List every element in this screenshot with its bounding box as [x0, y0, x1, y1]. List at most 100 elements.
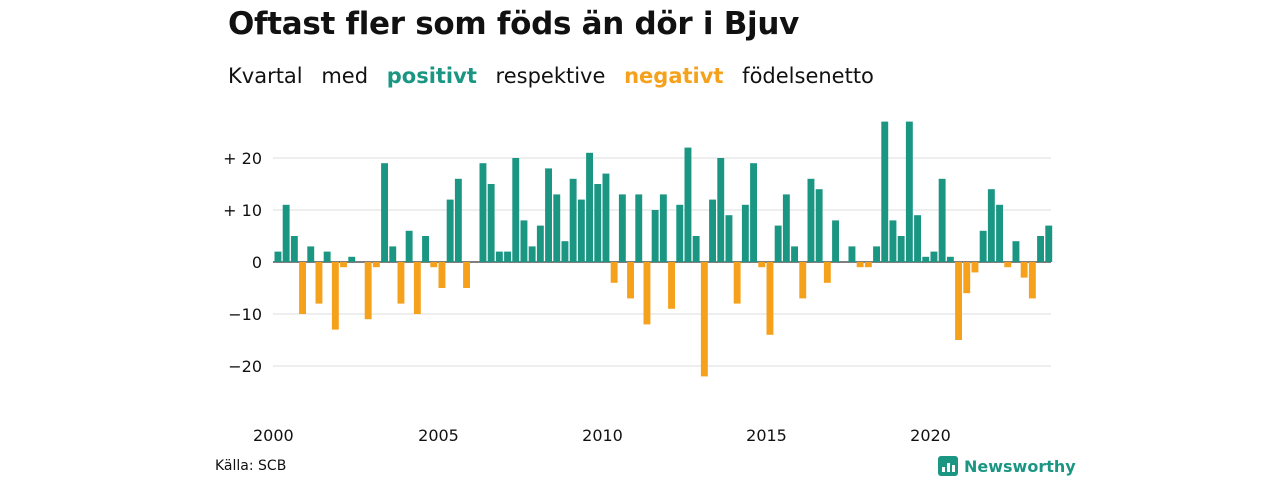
- bar: [700, 262, 708, 377]
- bar: [905, 121, 913, 262]
- bars: [274, 121, 1053, 377]
- bar: [897, 236, 905, 262]
- newsworthy-icon: [938, 456, 958, 476]
- bar: [889, 220, 897, 262]
- bar: [340, 262, 347, 268]
- y-tick-label: + 10: [223, 201, 262, 220]
- bar: [602, 173, 610, 262]
- bar: [405, 230, 413, 262]
- bar: [397, 262, 405, 304]
- bar: [422, 236, 429, 262]
- bar: [922, 256, 930, 262]
- bar: [536, 225, 544, 262]
- y-tick-label: 0: [252, 253, 262, 272]
- x-tick-label: 2015: [746, 426, 787, 445]
- bar: [504, 251, 511, 262]
- bar: [348, 256, 356, 262]
- bar: [733, 262, 741, 304]
- bar: [914, 215, 921, 262]
- bar: [930, 251, 938, 262]
- bar: [946, 256, 954, 262]
- bar: [381, 163, 388, 262]
- bar: [971, 262, 979, 273]
- bar: [1012, 241, 1020, 262]
- bar: [299, 262, 306, 314]
- bar: [659, 194, 667, 262]
- bar: [676, 204, 684, 262]
- y-tick-label: −20: [228, 357, 262, 376]
- bar: [372, 262, 380, 268]
- bar: [323, 251, 331, 262]
- bar: [815, 189, 823, 262]
- bar: [553, 194, 561, 262]
- bar: [807, 178, 815, 262]
- bar: [528, 246, 536, 262]
- x-axis-labels: 2000 2005 2010 2015 2020: [253, 426, 951, 445]
- source-note: Källa: SCB: [215, 458, 287, 474]
- brand-logo: Newsworthy: [938, 456, 1076, 476]
- bar: [996, 204, 1003, 262]
- bar: [938, 178, 946, 262]
- bar: [446, 199, 454, 262]
- bar: [651, 210, 659, 262]
- bar: [758, 262, 766, 268]
- bar: [331, 262, 339, 330]
- bar: [741, 204, 749, 262]
- bar: [823, 262, 831, 283]
- bar: [463, 262, 470, 288]
- subtitle-part-3: respektive: [495, 64, 606, 88]
- bar: [832, 220, 839, 262]
- bar: [430, 262, 438, 268]
- bar: [881, 121, 889, 262]
- bar: [717, 158, 725, 262]
- bar: [479, 163, 487, 262]
- subtitle-negative-word: negativt: [624, 64, 724, 88]
- bar: [438, 262, 446, 288]
- subtitle-positive-word: positivt: [386, 64, 477, 88]
- bar: [873, 246, 880, 262]
- bar: [627, 262, 634, 299]
- bar: [512, 158, 520, 262]
- bar: [643, 262, 651, 325]
- bar: [725, 215, 733, 262]
- bar: [799, 262, 807, 299]
- subtitle-part-4: födelsenetto: [742, 64, 874, 88]
- bar: [454, 178, 462, 262]
- bar: [1020, 262, 1028, 278]
- bar: [569, 178, 577, 262]
- bar: [577, 199, 585, 262]
- x-tick-label: 2005: [418, 426, 459, 445]
- brand-name: Newsworthy: [964, 456, 1076, 476]
- bar: [290, 236, 298, 262]
- bar: [586, 152, 593, 262]
- bar: [315, 262, 323, 304]
- bar: [389, 246, 397, 262]
- bar: [963, 262, 971, 294]
- subtitle-part-1: Kvartal: [228, 64, 303, 88]
- y-tick-label: −10: [228, 305, 262, 324]
- bar: [307, 246, 315, 262]
- chart-subtitle: Kvartal med positivt respektive negativt…: [228, 64, 886, 88]
- bar: [610, 262, 618, 283]
- x-tick-label: 2020: [910, 426, 951, 445]
- bar: [709, 199, 716, 262]
- bar: [364, 262, 372, 320]
- bar: [684, 147, 692, 262]
- bar: [750, 163, 757, 262]
- y-axis-labels: + 20 + 10 0 −10 −20: [223, 149, 262, 376]
- bar: [1028, 262, 1036, 299]
- bar: [791, 246, 798, 262]
- bar: [520, 220, 528, 262]
- y-tick-label: + 20: [223, 149, 262, 168]
- bar: [1004, 262, 1012, 268]
- bar: [668, 262, 675, 309]
- bar: [635, 194, 643, 262]
- bar: [618, 194, 626, 262]
- bar: [848, 246, 856, 262]
- bar: [413, 262, 421, 314]
- bar: [766, 262, 774, 335]
- x-tick-label: 2010: [582, 426, 623, 445]
- bar: [495, 251, 503, 262]
- bar: [774, 225, 782, 262]
- bar: [782, 194, 790, 262]
